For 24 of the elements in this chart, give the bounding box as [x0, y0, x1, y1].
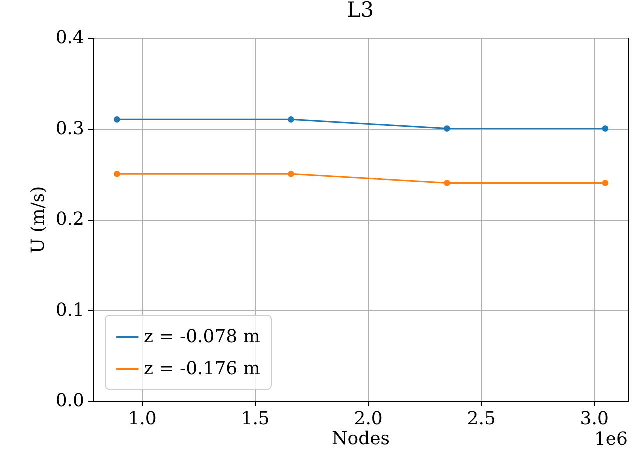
y-tick-label: 0.4: [56, 28, 84, 48]
point: [444, 180, 450, 186]
x-tick-label: 3.0: [580, 408, 609, 430]
x-tick-label: 2.5: [467, 408, 496, 430]
point: [288, 170, 294, 178]
y-axis-title: U (m/s): [28, 186, 49, 254]
point: [288, 116, 294, 123]
point: [114, 116, 120, 123]
point: [444, 126, 450, 132]
text: 1e6: [594, 429, 628, 450]
legend-label: z = -0.078 m: [144, 326, 260, 348]
x-axis-title: Nodes: [332, 428, 390, 450]
chart-title: L3: [346, 0, 374, 22]
y-tick-label: 0.1: [56, 300, 84, 321]
y-tick-label: 0.0: [56, 390, 84, 412]
point: [602, 180, 609, 186]
point: [602, 126, 609, 132]
x-tick-label: 2.0: [354, 408, 383, 430]
x-tick-label: 1.0: [128, 408, 157, 430]
y-tick-label: 0.2: [56, 209, 84, 230]
y-tick-label: 0.3: [56, 118, 84, 140]
legend-label: z = -0.176 m: [144, 358, 260, 380]
point: [114, 170, 120, 178]
x-tick-label: 1.5: [241, 408, 270, 430]
